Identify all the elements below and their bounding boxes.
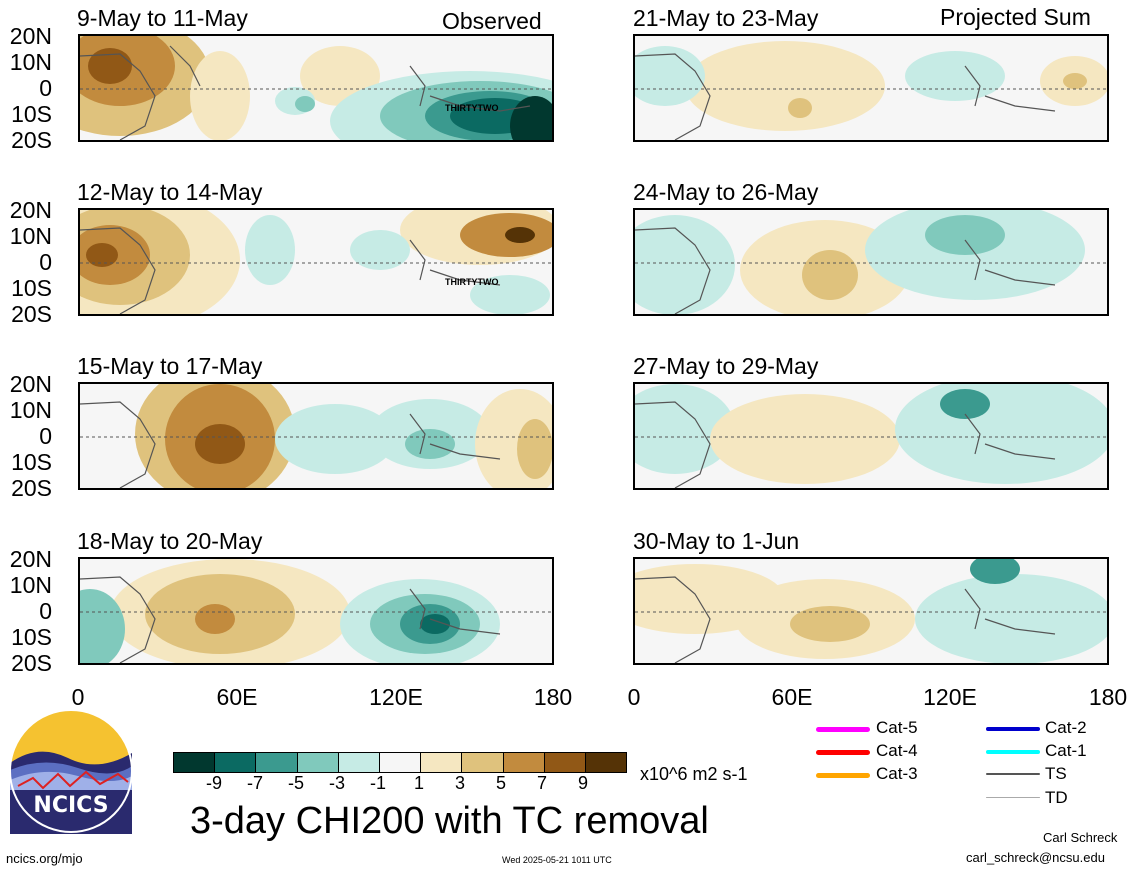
colorbar-label: 9 <box>577 773 589 793</box>
lon-label: 60E <box>216 684 258 710</box>
colorbar-swatch <box>421 753 463 772</box>
lat-label: 0 <box>39 598 52 624</box>
legend-swatch-cat1 <box>986 750 1040 754</box>
lon-label: 0 <box>627 684 641 710</box>
figure-title: 3-day CHI200 with TC removal <box>190 800 709 842</box>
lat-label: 20N <box>9 546 52 572</box>
lat-label: 10S <box>11 275 52 301</box>
legend-label: Cat-4 <box>876 741 918 760</box>
panel-title: 15-May to 17-May <box>77 353 263 379</box>
map-panel-projected-2 <box>633 208 1109 316</box>
lat-label: 10S <box>11 449 52 475</box>
colorbar-label: 1 <box>413 773 425 793</box>
colorbar <box>173 752 627 773</box>
colorbar-swatch <box>585 753 627 772</box>
colorbar-label: -5 <box>287 773 305 793</box>
footer-url: ncics.org/mjo <box>6 851 83 866</box>
colorbar-swatch <box>503 753 545 772</box>
lon-label: 60E <box>771 684 813 710</box>
lat-label: 10S <box>11 101 52 127</box>
legend-label: Cat-3 <box>876 764 918 783</box>
colorbar-label: -7 <box>246 773 264 793</box>
panel-title: 12-May to 14-May <box>77 179 263 205</box>
legend-swatch-cat3 <box>816 773 870 778</box>
lon-label: 0 <box>71 684 85 710</box>
map-panel-projected-1 <box>633 34 1109 142</box>
panel-title: 30-May to 1-Jun <box>633 528 800 554</box>
panel-title: 24-May to 26-May <box>633 179 819 205</box>
colorbar-label: 3 <box>454 773 466 793</box>
footer-email: carl_schreck@ncsu.edu <box>966 850 1105 865</box>
lat-label: 0 <box>39 249 52 275</box>
panel-title: 18-May to 20-May <box>77 528 263 554</box>
map-panel-projected-4 <box>633 557 1109 665</box>
colorbar-swatch <box>215 753 257 772</box>
lat-label: 10N <box>9 572 52 598</box>
colorbar-label: -9 <box>205 773 223 793</box>
map-panel-observed-4 <box>78 557 554 665</box>
lat-label: 20S <box>11 650 52 676</box>
lat-label: 10N <box>9 223 52 249</box>
panel-title: 21-May to 23-May <box>633 5 819 31</box>
legend-label: Cat-5 <box>876 718 918 737</box>
legend-swatch-cat2 <box>986 727 1040 731</box>
legend-swatch-cat4 <box>816 750 870 755</box>
panel-title: 27-May to 29-May <box>633 353 819 379</box>
footer-timestamp: Wed 2025-05-21 1011 UTC <box>502 855 612 865</box>
colorbar-swatch <box>174 753 216 772</box>
colorbar-label: -3 <box>328 773 346 793</box>
tc-label: THIRTYTWO <box>445 103 499 113</box>
ncics-logo: NCICS <box>8 708 134 834</box>
lon-label: 180 <box>533 684 573 710</box>
legend-swatch-cat5 <box>816 727 870 732</box>
lat-label: 20N <box>9 371 52 397</box>
lat-label: 20N <box>9 197 52 223</box>
map-panel-observed-2: THIRTYTWO <box>78 208 554 316</box>
lat-label: 20S <box>11 127 52 153</box>
map-panel-observed-3 <box>78 382 554 490</box>
observed-label: Observed <box>442 8 542 34</box>
colorbar-swatch <box>297 753 339 772</box>
legend-label: TD <box>1045 788 1068 807</box>
colorbar-label: -1 <box>369 773 387 793</box>
lon-label: 180 <box>1088 684 1128 710</box>
lat-label: 0 <box>39 75 52 101</box>
legend-label: Cat-2 <box>1045 718 1087 737</box>
panel-title: 9-May to 11-May <box>77 5 248 31</box>
colorbar-swatch <box>256 753 298 772</box>
footer-author: Carl Schreck <box>1043 830 1118 845</box>
colorbar-label: 7 <box>536 773 548 793</box>
logo-text: NCICS <box>33 793 108 818</box>
legend-swatch-td <box>986 797 1040 798</box>
legend-swatch-ts <box>986 773 1040 775</box>
colorbar-swatch <box>338 753 380 772</box>
lat-label: 10N <box>9 397 52 423</box>
colorbar-swatch <box>379 753 422 772</box>
legend-label: TS <box>1045 764 1067 783</box>
lat-label: 20S <box>11 475 52 501</box>
lat-label: 20S <box>11 301 52 327</box>
map-panel-observed-1: THIRTYTWO <box>78 34 554 142</box>
lat-label: 20N <box>9 23 52 49</box>
lon-label: 120E <box>369 684 423 710</box>
map-panel-projected-3 <box>633 382 1109 490</box>
colorbar-swatch <box>462 753 504 772</box>
tc-label: THIRTYTWO <box>445 277 499 287</box>
lon-label: 120E <box>923 684 977 710</box>
projected-sum-label: Projected Sum <box>940 4 1091 30</box>
legend-label: Cat-1 <box>1045 741 1087 760</box>
lat-label: 0 <box>39 423 52 449</box>
colorbar-label: 5 <box>495 773 507 793</box>
lat-label: 10N <box>9 49 52 75</box>
colorbar-swatch <box>544 753 586 772</box>
colorbar-units: x10^6 m2 s-1 <box>640 764 748 784</box>
lat-label: 10S <box>11 624 52 650</box>
